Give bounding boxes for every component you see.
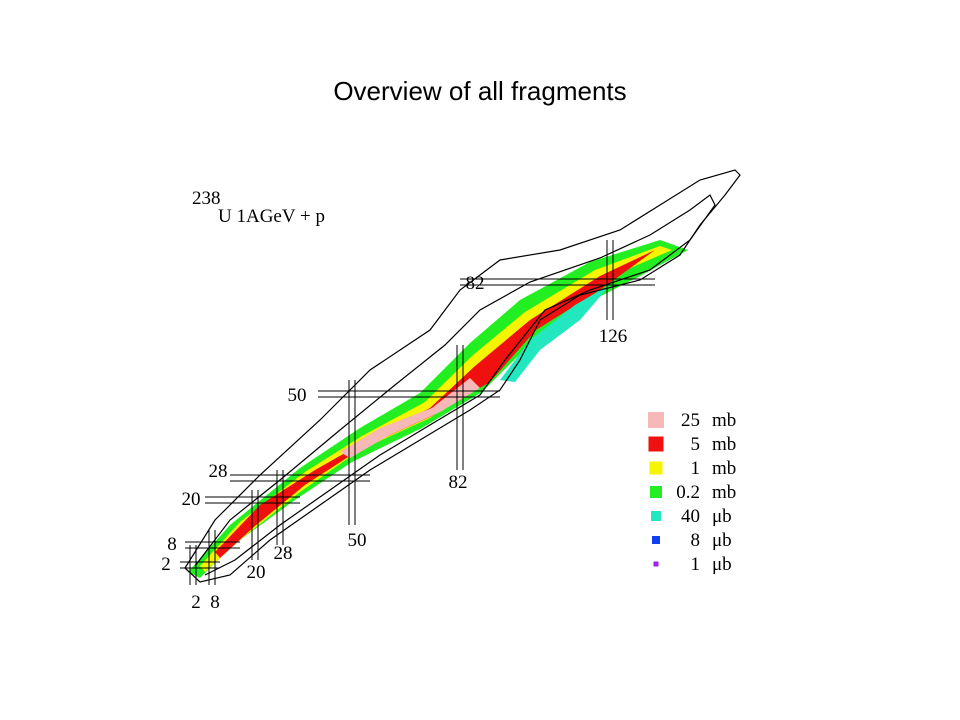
nuclide-band [184,169,741,583]
legend-value: 5 [691,434,701,455]
legend-swatch [652,536,660,544]
proton-magic-label: 28 [209,461,228,482]
legend-value: 8 [691,530,701,551]
legend-swatch [653,561,659,567]
legend-swatch [648,436,664,452]
neutron-magic-label: 20 [247,562,266,583]
legend-unit: mb [712,458,736,479]
neutron-magic-label: 126 [599,326,628,347]
neutron-magic-label: 8 [210,592,220,613]
legend-unit: μb [712,530,732,551]
proton-magic-label: 2 [161,554,171,575]
reaction: U 1AGeV + p [218,206,325,227]
proton-magic-label: 8 [167,534,177,555]
neutron-magic-label: 2 [191,592,201,613]
legend-swatch [651,511,661,521]
legend-unit: mb [712,482,736,503]
magic-lines [180,240,655,585]
proton-magic-label: 82 [466,273,485,294]
legend-value: 25 [681,410,700,431]
legend-unit: μb [712,554,732,575]
legend-unit: mb [712,434,736,455]
mass-number: 238 [192,188,221,209]
neutron-magic-label: 50 [348,530,367,551]
legend-value: 0.2 [676,482,700,503]
neutron-magic-label: 28 [274,543,293,564]
legend-swatch [649,461,663,475]
legend-unit: mb [712,410,736,431]
legend-value: 40 [681,506,700,527]
legend-unit: μb [712,506,732,527]
legend-swatch [648,412,664,428]
legend-swatch [650,486,662,498]
neutron-magic-label: 82 [449,472,468,493]
proton-magic-label: 20 [182,489,201,510]
legend-value: 1 [691,458,701,479]
legend-value: 1 [691,554,701,575]
proton-magic-label: 50 [288,385,307,406]
title: Overview of all fragments [333,76,626,106]
